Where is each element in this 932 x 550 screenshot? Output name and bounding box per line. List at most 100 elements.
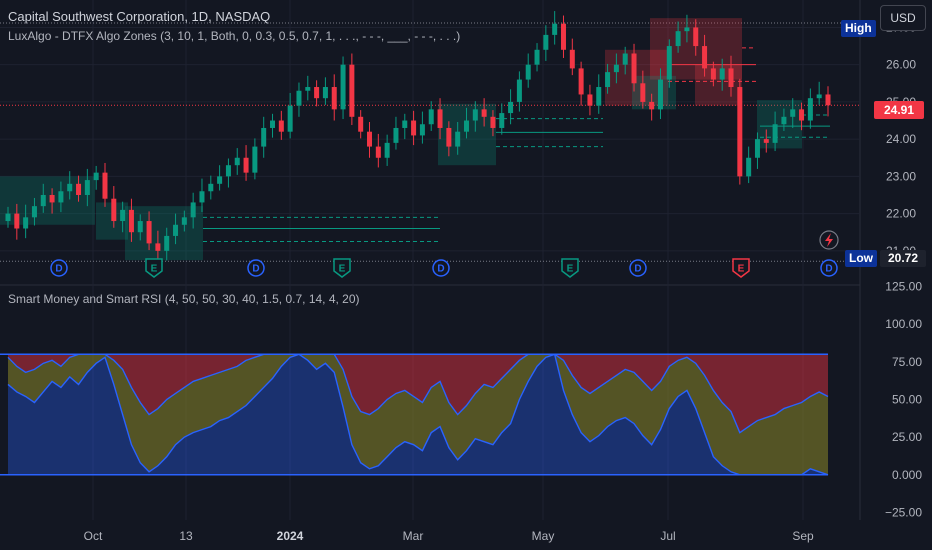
x-tick-label: Sep: [792, 529, 814, 543]
candle-body: [693, 27, 699, 47]
candle-body: [437, 109, 443, 128]
zone-demand: [0, 176, 95, 225]
high-label: High: [841, 20, 876, 37]
candle-body: [428, 109, 434, 125]
rsi-upper-line: [7, 353, 829, 434]
candle-body: [684, 27, 690, 32]
candle-body: [367, 131, 373, 147]
candle-body: [137, 221, 143, 233]
rsi-oversold-area: [8, 354, 828, 475]
rsi-tick-label: 125.00: [885, 280, 922, 294]
candle-body: [807, 98, 813, 121]
currency-button[interactable]: USD: [880, 5, 926, 31]
candle-body: [640, 83, 646, 102]
candle-body: [525, 64, 531, 80]
candle-body: [472, 109, 478, 121]
candle-body: [261, 127, 267, 147]
candle-body: [446, 127, 452, 147]
candle-body: [58, 191, 64, 203]
x-tick-label: Mar: [403, 529, 424, 543]
candle-body: [508, 101, 514, 114]
dividend-marker-label: D: [55, 264, 62, 275]
candle-body: [455, 131, 461, 147]
price-tick-label: 23.00: [886, 169, 916, 183]
candle-body: [587, 94, 593, 106]
candle-body: [278, 120, 284, 132]
candle-body: [217, 176, 223, 184]
candle-body: [120, 209, 126, 222]
earnings-marker: [561, 258, 579, 278]
rsi-tick-label: −25.00: [885, 505, 922, 519]
price-tick-label: 24.00: [886, 132, 916, 146]
candle-body: [675, 31, 681, 47]
candle-body: [790, 109, 796, 117]
dividend-marker-label: D: [252, 264, 259, 275]
rsi-tick-label: 100.00: [885, 317, 922, 331]
candle-body: [375, 146, 381, 158]
candle-body: [666, 46, 672, 80]
rsi-tick-label: 25.00: [892, 430, 922, 444]
candle-body: [102, 172, 108, 199]
candle-body: [737, 87, 743, 177]
candle-body: [799, 109, 805, 121]
candle-body: [84, 180, 90, 195]
candle-body: [578, 68, 584, 95]
candle-body: [76, 183, 82, 195]
candle-body: [605, 72, 611, 88]
candle-body: [534, 49, 540, 65]
candle-body: [613, 64, 619, 73]
candle-body: [746, 157, 752, 177]
candle-body: [411, 120, 417, 136]
rsi-tick-label: 0.000: [892, 468, 922, 482]
dividend-marker: [629, 259, 647, 277]
candle-body: [164, 235, 170, 251]
candle-body: [305, 87, 311, 91]
candle-body: [181, 217, 187, 225]
earnings-marker-label: E: [339, 264, 346, 275]
candle-body: [499, 113, 505, 128]
dividend-marker-label: D: [437, 264, 444, 275]
x-tick-label: 2024: [277, 529, 304, 543]
zone-demand: [757, 100, 802, 149]
candle-body: [314, 87, 320, 99]
low-value-tag: 20.72: [880, 250, 926, 267]
candle-body: [340, 64, 346, 110]
candle-body: [754, 139, 760, 158]
candle-body: [252, 146, 258, 173]
candle-body: [67, 183, 73, 192]
rsi-neutral-area: [8, 354, 828, 475]
price-tick-label: 26.00: [886, 58, 916, 72]
dividend-marker: [432, 259, 450, 277]
candle-body: [552, 23, 558, 35]
candle-body: [393, 127, 399, 143]
candle-body: [155, 243, 161, 251]
candle-body: [825, 94, 831, 106]
low-label: Low: [845, 250, 877, 267]
candle-body: [111, 198, 117, 222]
price-tick-label: 22.00: [886, 207, 916, 221]
candle-body: [710, 68, 716, 80]
lightning-icon: [819, 230, 839, 250]
candle-body: [384, 142, 390, 158]
dividend-marker-label: D: [825, 264, 832, 275]
candle-body: [270, 120, 276, 128]
candle-body: [331, 87, 337, 110]
candle-body: [631, 53, 637, 84]
candle-body: [31, 206, 37, 218]
candle-body: [208, 183, 214, 192]
candle-body: [463, 120, 469, 132]
candle-body: [772, 124, 778, 143]
x-tick-label: 13: [179, 529, 193, 543]
candle-body: [5, 213, 11, 222]
dividend-marker: [820, 259, 838, 277]
candle-body: [763, 139, 769, 143]
zone-demand: [125, 206, 203, 261]
candle-body: [596, 87, 602, 106]
candle-body: [719, 68, 725, 80]
candle-body: [49, 194, 55, 203]
candle-body: [728, 68, 734, 88]
candle-body: [322, 87, 328, 99]
candle-body: [481, 109, 487, 117]
